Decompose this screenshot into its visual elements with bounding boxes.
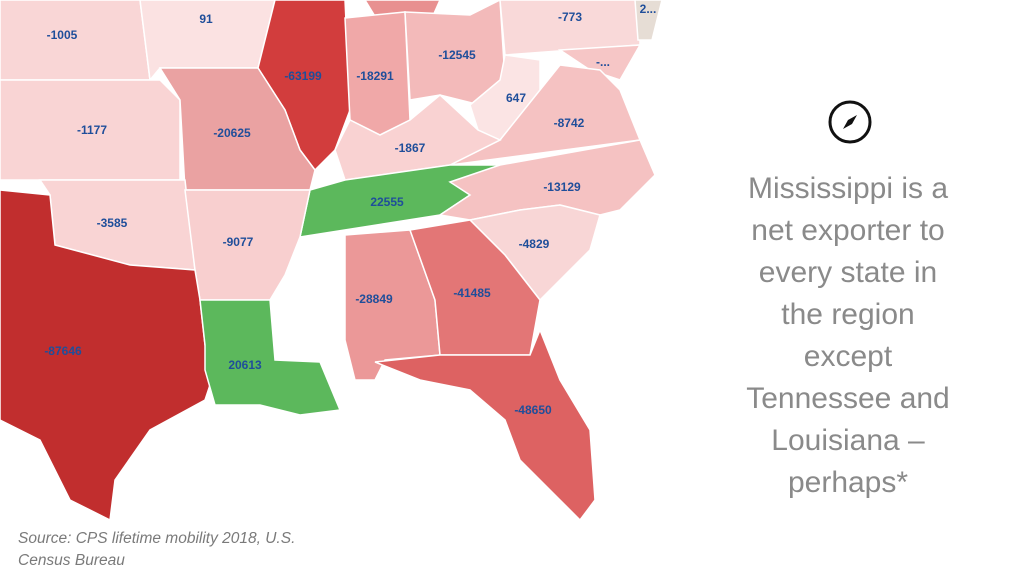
- state-label: -9077: [223, 235, 254, 249]
- source: Source: CPS lifetime mobility 2018, U.S.…: [18, 530, 296, 569]
- note-line: every state in: [758, 256, 938, 289]
- state-label: -41485: [453, 286, 491, 300]
- state-label: -...: [596, 55, 610, 69]
- note-line: net exporter to: [751, 214, 945, 247]
- state-label: 647: [506, 91, 526, 105]
- state-label: -12545: [438, 48, 476, 62]
- compass-icon: [828, 100, 872, 144]
- state-label: -13129: [543, 180, 581, 194]
- state-shape: [557, 44, 642, 81]
- note-line: Louisiana –: [771, 424, 925, 457]
- state-shape: [0, 79, 181, 181]
- labels: -1005 91 -63199 -18291 -12545 -773 2... -... 647…: [44, 2, 656, 417]
- state-label: -87646: [44, 344, 82, 358]
- regions: [0, 0, 663, 522]
- state-label: 2...: [640, 2, 657, 16]
- state-shape: [634, 0, 663, 41]
- state-label: -1177: [77, 123, 107, 137]
- state-shape: [158, 67, 316, 191]
- state-label: 20613: [228, 358, 262, 372]
- note-line: the region: [781, 298, 915, 331]
- state-label: 91: [199, 12, 213, 26]
- note-line: except: [803, 340, 893, 373]
- state-label: -8742: [554, 116, 585, 130]
- state-shape: [374, 327, 596, 522]
- note-line: Mississippi is a: [747, 172, 949, 205]
- state-label: -63199: [284, 69, 322, 83]
- state-label: -1867: [395, 141, 426, 155]
- state-label: -3585: [97, 216, 128, 230]
- note-line: Tennessee and: [746, 382, 950, 415]
- state-label: -4829: [519, 237, 550, 251]
- state-label: -48650: [514, 403, 552, 417]
- state-label: -773: [558, 10, 582, 24]
- state-label: -1005: [47, 28, 78, 42]
- state-label: -28849: [355, 292, 393, 306]
- state-label: -20625: [213, 126, 251, 140]
- state-shape: [199, 299, 342, 416]
- note-line: perhaps*: [787, 466, 909, 499]
- state-label: -18291: [356, 69, 394, 83]
- state-shape: [408, 219, 541, 356]
- state-label: 22555: [370, 195, 404, 209]
- note: Mississippi is a net exporter to every sta…: [708, 168, 988, 504]
- state-shape: [449, 64, 642, 166]
